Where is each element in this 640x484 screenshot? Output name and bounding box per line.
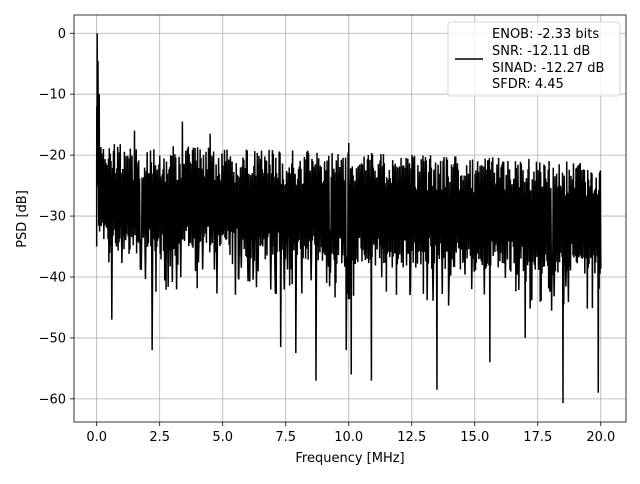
y-axis-label: PSD [dB]	[15, 190, 30, 248]
y-tick-label: −10	[39, 88, 66, 103]
x-axis-ticks: 0.0 2.5 5.0 7.5 10.0 12.5 15.0 17.5 20.0	[86, 422, 615, 445]
axes-frame	[73, 14, 627, 423]
legend-box	[447, 21, 621, 97]
legend-entry-sinad: SINAD: -12.27 dB	[492, 61, 604, 76]
psd-series-line	[95, 33, 602, 404]
x-tick-label: 7.5	[275, 430, 296, 445]
x-tick-label: 0.0	[86, 430, 107, 445]
x-tick-label: 10.0	[334, 430, 363, 445]
x-tick-label: 15.0	[460, 430, 489, 445]
y-tick-label: −60	[39, 392, 66, 407]
plot-area	[95, 33, 602, 404]
x-tick-label: 2.5	[149, 430, 170, 445]
legend-entry-sfdr: SFDR: 4.45	[492, 77, 564, 92]
legend-entry-snr: SNR: -12.11 dB	[492, 44, 590, 59]
x-tick-label: 20.0	[586, 430, 615, 445]
x-tick-label: 5.0	[212, 430, 233, 445]
legend-entry-enob: ENOB: -2.33 bits	[492, 27, 599, 42]
y-tick-label: −20	[39, 149, 66, 164]
x-tick-label: 17.5	[523, 430, 552, 445]
legend: ENOB: -2.33 bits SNR: -12.11 dB SINAD: -…	[447, 21, 621, 97]
x-tick-label: 12.5	[397, 430, 426, 445]
x-axis-label: Frequency [MHz]	[295, 451, 404, 466]
y-tick-label: −40	[39, 270, 66, 285]
y-tick-label: −30	[39, 210, 66, 225]
y-tick-label: 0	[58, 27, 66, 42]
y-tick-label: −50	[39, 331, 66, 346]
y-axis-ticks: 0 −10 −20 −30 −40 −50 −60	[39, 27, 74, 407]
